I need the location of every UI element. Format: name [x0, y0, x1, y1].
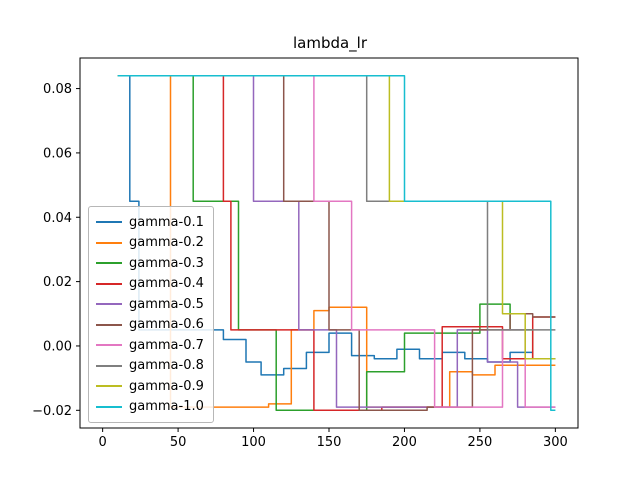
legend-label: gamma-0.3 — [129, 255, 204, 271]
legend-swatch-gamma-0.3 — [96, 262, 122, 265]
legend-label: gamma-0.4 — [129, 276, 204, 292]
legend-label: gamma-1.0 — [129, 399, 204, 415]
x-tick-label: 250 — [467, 435, 492, 450]
legend-item-gamma-0.4: gamma-0.4 — [96, 274, 204, 295]
x-tick-label: 50 — [170, 435, 187, 450]
legend-swatch-gamma-0.1 — [96, 221, 122, 224]
legend-label: gamma-0.8 — [129, 358, 204, 374]
legend-item-gamma-1.0: gamma-1.0 — [96, 397, 204, 418]
legend-swatch-gamma-0.2 — [96, 241, 122, 244]
series-line-gamma-0.9 — [117, 74, 556, 360]
legend-label: gamma-0.6 — [129, 317, 204, 333]
legend-swatch-gamma-0.4 — [96, 282, 122, 285]
legend-item-gamma-0.2: gamma-0.2 — [96, 233, 204, 254]
x-tick-label: 150 — [317, 435, 342, 450]
legend-item-gamma-0.6: gamma-0.6 — [96, 315, 204, 336]
legend-label: gamma-0.2 — [129, 235, 204, 251]
x-tick-label: 0 — [98, 435, 106, 450]
legend-swatch-gamma-1.0 — [96, 405, 122, 408]
legend: gamma-0.1 gamma-0.2 gamma-0.3 gamma-0.4 gamm… — [88, 206, 214, 423]
x-tick-label: 300 — [543, 435, 568, 450]
legend-item-gamma-0.5: gamma-0.5 — [96, 294, 204, 315]
legend-item-gamma-0.3: gamma-0.3 — [96, 253, 204, 274]
y-tick-label: 0.06 — [43, 146, 72, 161]
legend-swatch-gamma-0.6 — [96, 323, 122, 326]
legend-item-gamma-0.9: gamma-0.9 — [96, 376, 204, 397]
legend-label: gamma-0.1 — [129, 214, 204, 230]
y-tick-label: 0.08 — [43, 82, 72, 97]
legend-label: gamma-0.9 — [129, 378, 204, 394]
legend-label: gamma-0.7 — [129, 337, 204, 353]
x-tick-label: 200 — [392, 435, 417, 450]
x-tick-label: 100 — [241, 435, 266, 450]
legend-swatch-gamma-0.9 — [96, 385, 122, 388]
series-line-gamma-1.0 — [117, 74, 556, 412]
y-tick-label: 0.00 — [43, 339, 72, 354]
legend-swatch-gamma-0.7 — [96, 344, 122, 347]
legend-label: gamma-0.5 — [129, 296, 204, 312]
plot-layer: 0 50 100 150 200 250 300 −0.02 0.00 0.02 0.04 0.06 0… — [32, 57, 579, 450]
legend-item-gamma-0.1: gamma-0.1 — [96, 212, 204, 233]
legend-swatch-gamma-0.5 — [96, 303, 122, 306]
series-line-gamma-0.5 — [117, 74, 556, 408]
y-tick-label: 0.04 — [43, 211, 72, 226]
series-line-gamma-0.4 — [117, 74, 556, 412]
y-tick-label: −0.02 — [32, 404, 72, 419]
legend-item-gamma-0.7: gamma-0.7 — [96, 335, 204, 356]
chart-title: lambda_lr — [293, 34, 368, 53]
legend-item-gamma-0.8: gamma-0.8 — [96, 356, 204, 377]
legend-swatch-gamma-0.8 — [96, 364, 122, 367]
y-tick-label: 0.02 — [43, 275, 72, 290]
